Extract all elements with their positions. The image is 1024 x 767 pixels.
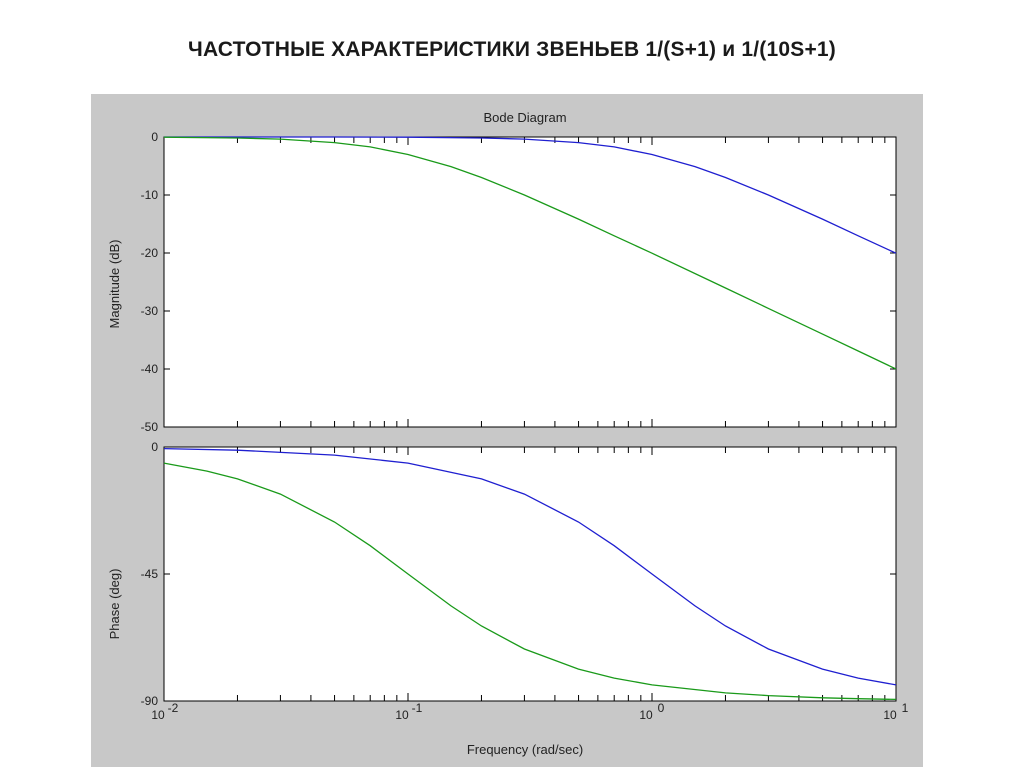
bode-figure: Bode Diagram 0 -10 -20 -30 -40 -50 0 -45 -90 10-…: [91, 94, 923, 767]
x-tick-label-exponent: 1: [902, 701, 909, 715]
x-tick-label: 10: [883, 708, 897, 722]
magnitude-y-tick-label: -10: [141, 188, 159, 202]
magnitude-series-1-line: [164, 136, 897, 254]
magnitude-series-2-line: [163, 136, 897, 370]
magnitude-axis-label: Magnitude (dB): [107, 240, 122, 329]
bode-chart-svg: Bode Diagram 0-10-20-30-40-50 0-45-9010-…: [107, 110, 909, 757]
magnitude-y-tick-label: -40: [141, 362, 159, 376]
x-tick-label: 10: [639, 708, 653, 722]
x-tick-label: 10: [151, 708, 165, 722]
x-tick-label-exponent: 0: [658, 701, 665, 715]
phase-plot-area: [163, 446, 897, 702]
phase-series-2-line: [163, 462, 897, 701]
magnitude-y-tick-label: -30: [141, 304, 159, 318]
phase-y-tick-label: 0: [151, 440, 158, 454]
slide-title: ЧАСТОТНЫЕ ХАРАКТЕРИСТИКИ ЗВЕНЬЕВ 1/(S+1)…: [188, 38, 836, 61]
magnitude-plot-area: [163, 136, 897, 428]
x-tick-label: 10: [395, 708, 409, 722]
phase-series-1-line: [163, 447, 897, 686]
magnitude-y-tick-label: -20: [141, 246, 159, 260]
x-tick-label-exponent: -2: [168, 701, 179, 715]
phase-axis-label: Phase (deg): [107, 569, 122, 640]
chart-title: Bode Diagram: [483, 110, 566, 125]
phase-y-tick-label: -45: [141, 567, 159, 581]
magnitude-y-tick-label: 0: [151, 130, 158, 144]
x-tick-label-exponent: -1: [412, 701, 423, 715]
magnitude-y-tick-label: -50: [141, 420, 159, 434]
frequency-axis-label: Frequency (rad/sec): [467, 742, 583, 757]
phase-y-tick-label: -90: [141, 694, 159, 708]
